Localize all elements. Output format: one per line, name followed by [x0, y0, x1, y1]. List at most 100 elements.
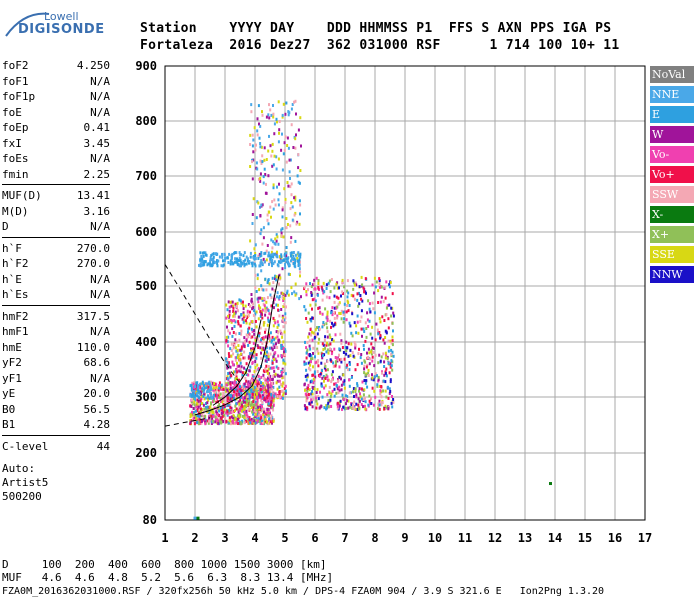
data-point [360, 327, 363, 331]
data-point [296, 259, 299, 263]
data-point [392, 354, 395, 358]
data-point [209, 259, 212, 263]
param-row: fxI 3.45 [2, 136, 110, 152]
data-point [238, 382, 241, 386]
data-point [386, 385, 389, 389]
data-point [322, 321, 325, 324]
data-point [379, 401, 382, 405]
data-point [190, 405, 193, 408]
data-point [232, 414, 235, 418]
data-point [204, 253, 207, 257]
data-point [357, 304, 360, 308]
data-point [232, 331, 235, 334]
data-point [257, 201, 260, 205]
param-label: hmF2 [2, 309, 29, 323]
data-point [311, 390, 313, 393]
data-point [335, 384, 338, 387]
data-point [250, 390, 252, 394]
data-point [297, 180, 300, 184]
data-point [278, 282, 280, 286]
data-point [284, 392, 287, 395]
data-point [281, 332, 284, 336]
data-point [307, 383, 310, 387]
data-point [252, 412, 255, 416]
data-point [305, 356, 308, 360]
data-point [237, 417, 240, 421]
data-point [390, 341, 393, 345]
data-point [255, 411, 257, 415]
data-point [328, 385, 331, 389]
data-point [274, 372, 277, 376]
data-point [226, 340, 229, 344]
data-point [215, 396, 218, 400]
data-point [288, 111, 291, 115]
data-point [238, 404, 241, 408]
data-point [259, 142, 262, 145]
data-point [242, 356, 245, 360]
data-point [220, 387, 222, 391]
data-point [199, 258, 202, 262]
data-point [269, 293, 272, 297]
data-point [269, 205, 272, 209]
data-point [240, 406, 243, 410]
data-point [233, 260, 236, 264]
data-point [325, 373, 328, 377]
param-label: C-level [2, 439, 49, 453]
data-point [270, 366, 273, 370]
data-point [285, 257, 288, 261]
data-point [229, 347, 232, 351]
data-point [250, 349, 253, 353]
data-point [270, 403, 272, 407]
data-point [290, 107, 293, 111]
data-point [372, 378, 375, 382]
data-point [254, 366, 257, 369]
data-point [377, 378, 380, 382]
data-point [261, 298, 264, 302]
data-point [220, 414, 223, 418]
data-point [292, 254, 295, 258]
param-label: foF2 [2, 59, 29, 72]
data-point [248, 340, 251, 344]
data-point [259, 261, 262, 265]
data-point [304, 388, 306, 392]
data-point [246, 382, 249, 386]
data-point [267, 376, 269, 380]
data-point [269, 144, 272, 148]
data-point [264, 393, 267, 397]
data-point [383, 407, 386, 411]
data-point [243, 251, 246, 255]
data-point [232, 306, 235, 310]
data-point [266, 378, 269, 382]
data-point [273, 122, 276, 126]
data-point [277, 331, 280, 335]
data-point [251, 261, 254, 265]
data-point [360, 397, 363, 401]
data-point [380, 395, 383, 399]
data-point [322, 354, 324, 358]
param-value: 270.0 [76, 241, 110, 255]
param-row: foF1p N/A [2, 89, 110, 105]
data-point [254, 254, 257, 257]
data-point [226, 399, 229, 403]
data-point [386, 306, 388, 310]
data-point [210, 414, 213, 418]
data-point [190, 388, 193, 392]
data-point [271, 276, 274, 280]
data-point [387, 396, 390, 400]
data-point [280, 228, 283, 232]
data-point [336, 316, 339, 320]
data-point [293, 264, 296, 268]
header-line2: Fortaleza 2016 Dez27 362 031000 RSF 1 71… [140, 38, 620, 53]
data-point [252, 391, 255, 395]
data-point [285, 260, 288, 264]
data-point [222, 405, 225, 409]
data-point [228, 315, 231, 319]
data-point [272, 403, 275, 407]
data-point [248, 396, 251, 400]
data-point [210, 386, 212, 390]
data-point [292, 262, 295, 265]
data-point [269, 108, 272, 112]
data-point [384, 285, 387, 289]
data-point [307, 387, 309, 390]
data-point [294, 99, 297, 103]
